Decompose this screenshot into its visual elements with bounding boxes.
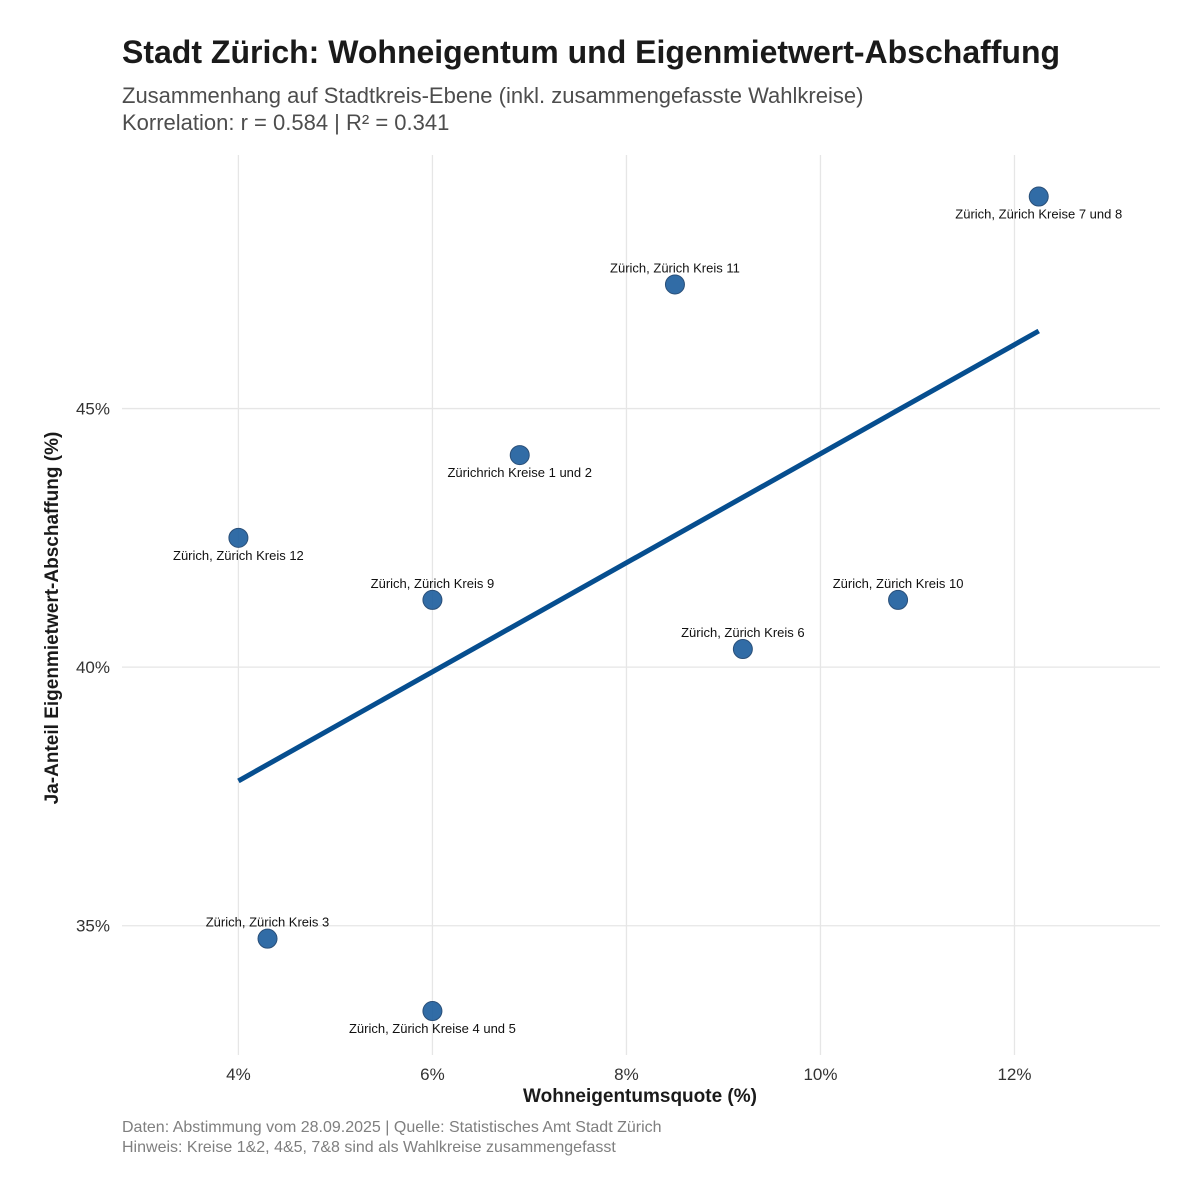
subtitle-line-1: Zusammenhang auf Stadtkreis-Ebene (inkl.…	[122, 83, 864, 108]
y-tick-label: 45%	[76, 400, 110, 419]
point-label: Zürich, Zürich Kreise 4 und 5	[349, 1021, 516, 1036]
data-point	[422, 589, 443, 610]
chart-title: Stadt Zürich: Wohneigentum und Eigenmiet…	[122, 34, 1061, 70]
data-point	[509, 445, 530, 466]
point-label: Zürichrich Kreise 1 und 2	[447, 465, 592, 480]
point-label: Zürich, Zürich Kreis 3	[206, 915, 330, 930]
data-point	[888, 589, 909, 610]
chart-caption: Daten: Abstimmung vom 28.09.2025 | Quell…	[122, 1118, 662, 1158]
x-tick-label: 12%	[997, 1065, 1031, 1084]
y-tick-label: 40%	[76, 658, 110, 677]
data-point	[422, 1001, 443, 1022]
x-tick-label: 10%	[803, 1065, 837, 1084]
point-labels: Zürich, Zürich Kreise 7 und 8 Zürich, Zür…	[173, 207, 1122, 1036]
data-point	[228, 527, 249, 548]
y-axis-label: Ja-Anteil Eigenmietwert-Abschaffung (%)	[42, 431, 63, 805]
subtitle-line-2: Korrelation: r = 0.584 | R² = 0.341	[122, 110, 450, 135]
y-tick-label: 35%	[76, 917, 110, 936]
point-label: Zürich, Zürich Kreis 11	[610, 260, 740, 275]
x-axis-label: Wohneigentumsquote (%)	[523, 1086, 757, 1107]
data-point	[1028, 186, 1049, 207]
point-label: Zürich, Zürich Kreise 7 und 8	[955, 207, 1122, 222]
point-label: Zürich, Zürich Kreis 12	[173, 548, 304, 563]
caption-line-2: Hinweis: Kreise 1&2, 4&5, 7&8 sind als W…	[122, 1139, 616, 1156]
grid-lines	[122, 155, 1160, 1055]
trend-line	[237, 328, 1040, 784]
data-point	[732, 639, 753, 660]
point-label: Zürich, Zürich Kreis 6	[681, 625, 805, 640]
x-tick-label: 4%	[226, 1065, 251, 1084]
chart-subtitle: Zusammenhang auf Stadtkreis-Ebene (inkl.…	[122, 82, 863, 136]
data-point	[664, 274, 685, 295]
point-label: Zürich, Zürich Kreis 9	[371, 576, 495, 591]
x-tick-label: 8%	[614, 1065, 639, 1084]
x-tick-label: 6%	[420, 1065, 445, 1084]
trend-line-layer	[237, 328, 1040, 784]
caption-line-1: Daten: Abstimmung vom 28.09.2025 | Quell…	[122, 1119, 662, 1136]
data-points	[228, 186, 1049, 1022]
point-label: Zürich, Zürich Kreis 10	[833, 576, 964, 591]
tick-labels: 4% 6% 8% 10% 12% 35% 40% 45%	[76, 400, 1032, 1084]
data-point	[257, 928, 278, 949]
